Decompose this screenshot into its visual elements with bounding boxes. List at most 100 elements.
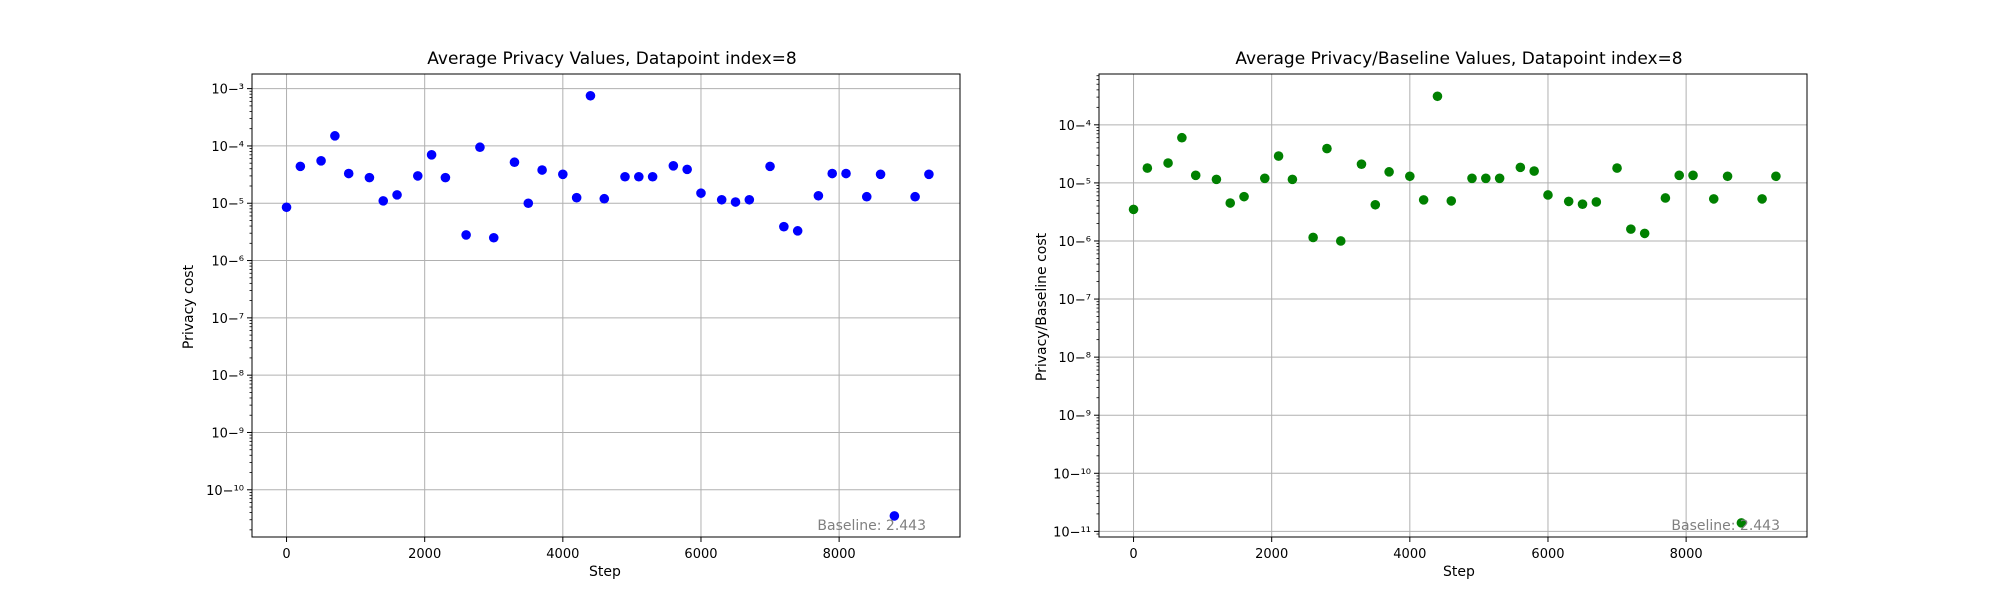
- y-tick-label: 10−⁸: [1058, 351, 1091, 366]
- data-point: [1356, 159, 1367, 169]
- y-tick-label: 10−³: [211, 83, 244, 98]
- y-tick-label: 10−⁶: [211, 255, 244, 270]
- chart-title: Average Privacy Values, Datapoint index=…: [427, 49, 796, 69]
- x-tick-label: 6000: [684, 547, 717, 562]
- data-point: [841, 168, 851, 179]
- data-point: [1128, 204, 1139, 215]
- data-point: [634, 171, 644, 182]
- data-point: [585, 90, 596, 101]
- data-point: [1515, 162, 1526, 173]
- plot-frame: [1098, 73, 1808, 538]
- data-point: [1563, 196, 1574, 207]
- data-point: [1405, 171, 1415, 182]
- y-tick-label: 10−⁶: [1058, 235, 1091, 250]
- data-point: [910, 191, 920, 202]
- data-point: [696, 188, 706, 198]
- data-point: [1142, 163, 1153, 173]
- data-point: [1446, 196, 1457, 206]
- x-tick-label: 2000: [408, 547, 441, 562]
- data-point: [1494, 173, 1505, 184]
- data-point: [924, 169, 934, 180]
- data-point: [1190, 170, 1201, 181]
- data-point: [647, 171, 658, 182]
- data-point: [330, 131, 340, 141]
- chart-title: Average Privacy/Baseline Values, Datapoi…: [1235, 49, 1682, 69]
- data-point: [1543, 190, 1553, 200]
- x-tick-label: 8000: [823, 547, 856, 562]
- data-point: [488, 232, 499, 243]
- data-point: [792, 226, 803, 236]
- data-point: [281, 202, 292, 213]
- x-axis-label: Step: [589, 564, 621, 580]
- data-point: [1757, 194, 1767, 204]
- y-tick-label: 10−¹⁰: [206, 484, 244, 499]
- x-tick-label: 6000: [1531, 547, 1564, 562]
- y-tick-label: 10−⁷: [211, 312, 244, 327]
- data-point: [1481, 173, 1491, 184]
- data-point: [1612, 163, 1622, 173]
- data-point: [1688, 170, 1698, 181]
- data-point: [1626, 224, 1636, 234]
- chart-panel-privacy: Average Privacy Values, Datapoint index=…: [181, 49, 961, 580]
- data-point: [1722, 171, 1733, 182]
- data-point: [392, 190, 402, 200]
- data-point: [779, 221, 789, 232]
- data-point: [1771, 171, 1781, 182]
- data-point: [343, 168, 354, 179]
- y-tick-label: 10−¹¹: [1053, 525, 1091, 540]
- data-point: [440, 172, 451, 183]
- data-point: [523, 198, 534, 209]
- data-point: [571, 192, 582, 203]
- data-point: [1287, 174, 1298, 185]
- data-point: [1177, 132, 1187, 143]
- y-tick-label: 10−⁵: [1058, 177, 1091, 192]
- data-point: [1322, 143, 1332, 154]
- x-tick-label: 8000: [1670, 547, 1703, 562]
- y-tick-label: 10−⁷: [1058, 293, 1091, 308]
- data-point: [1708, 194, 1719, 204]
- data-point: [1370, 199, 1381, 210]
- data-point: [620, 171, 630, 182]
- data-point: [1674, 170, 1685, 181]
- x-tick-label: 4000: [546, 547, 579, 562]
- x-tick-label: 0: [1129, 547, 1137, 562]
- data-point: [378, 196, 389, 206]
- data-point: [558, 169, 568, 180]
- y-tick-label: 10−⁹: [1058, 409, 1091, 424]
- data-point: [813, 190, 824, 201]
- data-point: [875, 169, 886, 180]
- data-point: [1163, 158, 1173, 168]
- y-tick-label: 10−⁸: [211, 369, 244, 384]
- y-tick-label: 10−⁴: [211, 140, 244, 155]
- baseline-annotation: Baseline: 2.443: [817, 518, 926, 534]
- y-tick-label: 10−⁵: [211, 197, 244, 212]
- y-axis-label: Privacy/Baseline cost: [1034, 232, 1050, 381]
- data-point: [1259, 173, 1270, 184]
- data-point: [716, 194, 727, 205]
- data-point: [765, 161, 775, 172]
- y-tick-label: 10−⁹: [211, 426, 244, 441]
- data-point: [861, 191, 872, 202]
- data-point: [1467, 173, 1477, 184]
- data-point: [1384, 167, 1394, 177]
- data-point: [461, 230, 471, 240]
- chart-panel-privacy-baseline: Average Privacy/Baseline Values, Datapoi…: [1034, 49, 1808, 580]
- y-axis-label: Privacy cost: [181, 264, 197, 349]
- y-tick-label: 10−⁴: [1058, 119, 1091, 134]
- plot-area: 0 2000 4000 6000 8000 10−¹⁰ 10−⁹ 10−⁸ 10−⁷ 10−⁶ 10…: [206, 73, 961, 562]
- data-point: [295, 161, 306, 172]
- baseline-annotation: Baseline: 2.443: [1671, 518, 1780, 534]
- data-point: [1308, 232, 1318, 243]
- data-point: [1639, 228, 1650, 239]
- data-point: [537, 165, 547, 175]
- data-point: [364, 172, 375, 183]
- data-point: [889, 511, 900, 521]
- data-point: [1225, 198, 1236, 208]
- data-point: [1660, 193, 1671, 203]
- data-point: [1432, 91, 1443, 102]
- data-point: [599, 193, 610, 204]
- data-point: [412, 171, 423, 181]
- data-point: [1736, 518, 1747, 528]
- data-point: [426, 150, 437, 160]
